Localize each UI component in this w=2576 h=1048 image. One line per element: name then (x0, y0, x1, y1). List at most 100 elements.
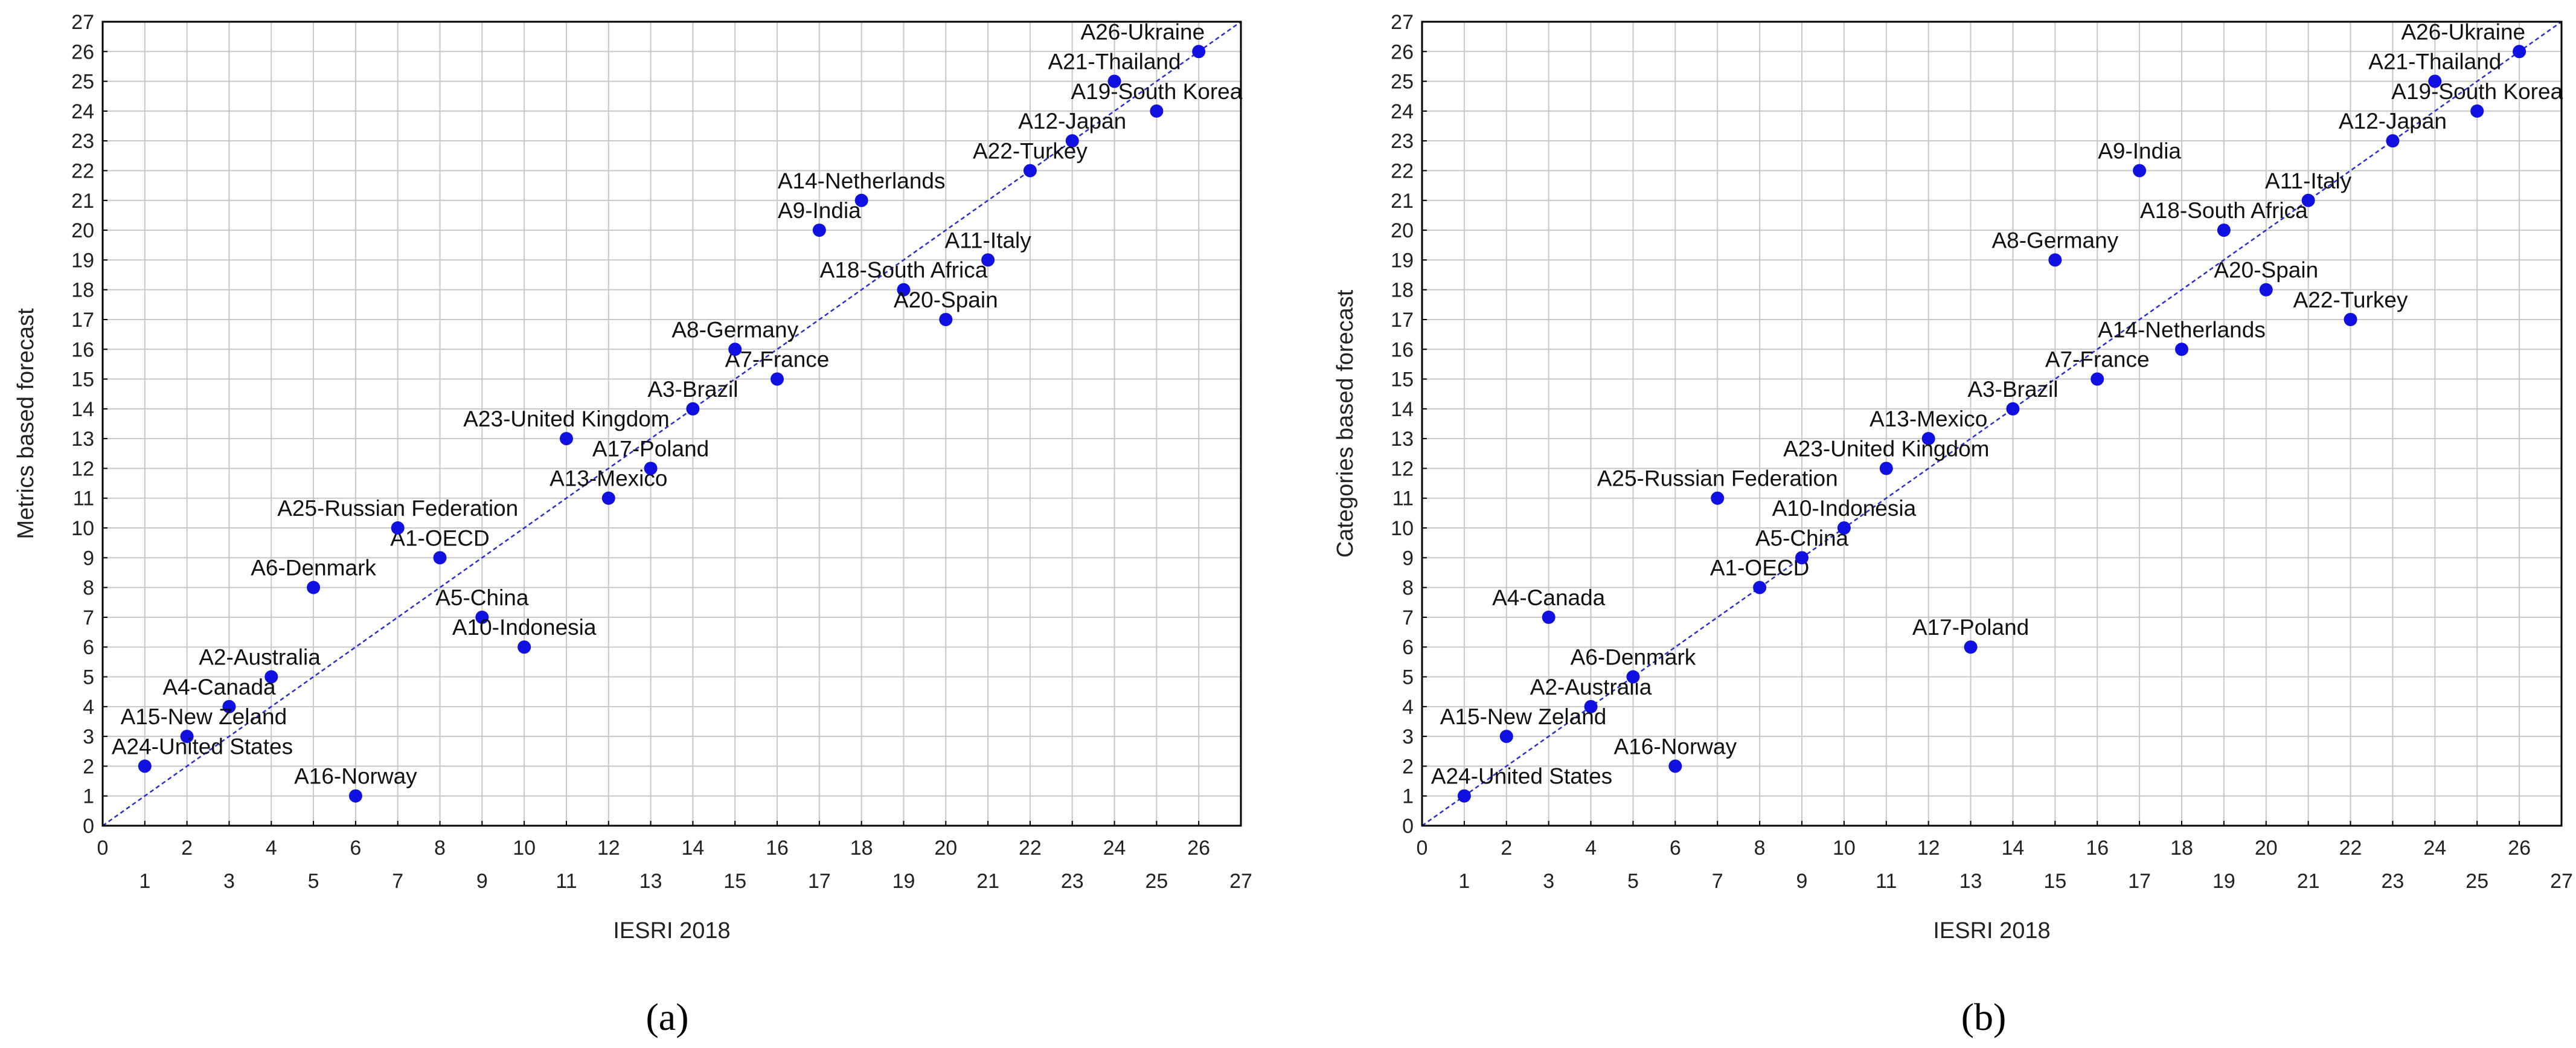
data-point (939, 312, 953, 326)
data-point (728, 342, 742, 356)
x-tick-label: 19 (2212, 870, 2235, 893)
data-point (1921, 432, 1935, 446)
y-tick-label: 3 (83, 725, 94, 748)
data-point-label: A25-Russian Federation (277, 496, 518, 521)
x-tick-label: 20 (934, 837, 957, 860)
data-point (2006, 402, 2020, 416)
data-point-label: A2-Australia (199, 645, 321, 670)
data-point (2470, 104, 2484, 118)
x-tick-label: 18 (850, 837, 873, 860)
x-tick-label: 6 (1670, 837, 1681, 860)
data-point (475, 610, 489, 624)
data-point (2217, 223, 2231, 237)
data-point (307, 580, 321, 594)
data-point (1584, 699, 1598, 713)
data-point-label: A24-United States (1431, 764, 1612, 789)
data-point (1457, 789, 1471, 803)
x-tick-label: 27 (2550, 870, 2573, 893)
data-point (897, 283, 911, 297)
data-point (2428, 74, 2442, 88)
data-point (2386, 134, 2400, 148)
data-point (1795, 551, 1809, 565)
y-tick-label: 0 (1402, 815, 1414, 838)
y-tick-label: 8 (83, 577, 94, 600)
x-tick-label: 4 (266, 837, 277, 860)
data-point (559, 432, 573, 446)
x-tick-label: 12 (1917, 837, 1940, 860)
y-tick-label: 17 (1391, 309, 1414, 332)
y-tick-label: 25 (1391, 71, 1414, 94)
data-point-label: A3-Brazil (1967, 377, 2058, 402)
x-tick-label: 22 (1019, 837, 1042, 860)
data-point-label: A18-South Africa (820, 258, 988, 283)
x-tick-label: 21 (2297, 870, 2320, 893)
x-tick-label: 11 (556, 870, 577, 893)
y-tick-label: 1 (1402, 785, 1414, 808)
y-tick-label: 7 (83, 606, 94, 629)
x-tick-label: 3 (1543, 870, 1554, 893)
x-tick-label: 3 (223, 870, 235, 893)
y-tick-label: 8 (1402, 577, 1414, 600)
x-tick-label: 8 (1754, 837, 1766, 860)
y-tick-label: 14 (71, 398, 94, 421)
data-point-label: A14-Netherlands (2098, 317, 2266, 342)
x-tick-label: 15 (2043, 870, 2066, 893)
data-point-label: A21-Thailand (2368, 50, 2501, 74)
data-point-label: A12-Japan (2339, 109, 2447, 133)
plot-frame (1421, 21, 2563, 827)
x-tick-label: 26 (2508, 837, 2531, 860)
y-tick-label: 13 (1391, 428, 1414, 451)
x-tick-label: 25 (1145, 870, 1168, 893)
x-tick-label: 0 (97, 837, 109, 860)
data-point (2133, 164, 2147, 178)
y-tick-label: 27 (71, 11, 94, 34)
data-point-label: A15-New Zeland (1440, 704, 1607, 729)
data-point-label: A11-Italy (2265, 169, 2352, 193)
y-tick-label: 2 (1402, 755, 1414, 778)
x-tick-label: 23 (2382, 870, 2405, 893)
y-axis-title: Metrics based forecast (13, 308, 39, 539)
data-point-label: A3-Brazil (647, 377, 738, 402)
data-point-label: A8-Germany (1991, 228, 2118, 252)
x-tick-label: 8 (434, 837, 446, 860)
x-tick-label: 12 (597, 837, 620, 860)
data-point (1499, 730, 1513, 744)
x-tick-label: 13 (1959, 870, 1982, 893)
y-tick-label: 21 (1391, 190, 1414, 213)
data-point-label: A23-United Kingdom (463, 407, 669, 431)
x-tick-label: 22 (2339, 837, 2362, 860)
x-tick-label: 7 (392, 870, 403, 893)
y-tick-label: 24 (71, 100, 94, 123)
y-tick-label: 16 (71, 338, 94, 361)
data-point-label: A10-Indonesia (1772, 496, 1917, 521)
x-tick-label: 10 (1833, 837, 1856, 860)
data-point-label: A16-Norway (294, 764, 417, 789)
x-tick-label: 16 (2086, 837, 2109, 860)
x-tick-label: 24 (2423, 837, 2446, 860)
data-point-label: A19-South Korea (1071, 79, 1242, 104)
data-point-label: A7-France (725, 347, 830, 372)
data-point-label: A26-Ukraine (1081, 19, 1205, 44)
data-point-label: A4-Canada (1492, 585, 1606, 610)
data-point-label: A19-South Korea (2391, 79, 2563, 104)
data-point (1879, 461, 1893, 475)
data-point-label: A18-South Africa (2140, 198, 2308, 223)
data-point (2175, 342, 2188, 356)
data-point (391, 521, 405, 535)
x-tick-label: 17 (2128, 870, 2151, 893)
data-point (812, 223, 826, 237)
y-tick-label: 23 (1391, 130, 1414, 153)
data-point-label: A8-Germany (671, 317, 798, 342)
x-tick-label: 7 (1712, 870, 1723, 893)
data-point (1668, 759, 1682, 773)
data-point (1192, 45, 1206, 59)
x-tick-label: 24 (1103, 837, 1126, 860)
x-tick-label: 20 (2255, 837, 2278, 860)
data-point-label: A21-Thailand (1048, 50, 1181, 74)
y-tick-label: 18 (1391, 279, 1414, 302)
x-axis-title: IESRI 2018 (1933, 918, 2050, 944)
y-tick-label: 20 (71, 219, 94, 242)
y-tick-label: 24 (1391, 100, 1414, 123)
data-point (644, 461, 658, 475)
